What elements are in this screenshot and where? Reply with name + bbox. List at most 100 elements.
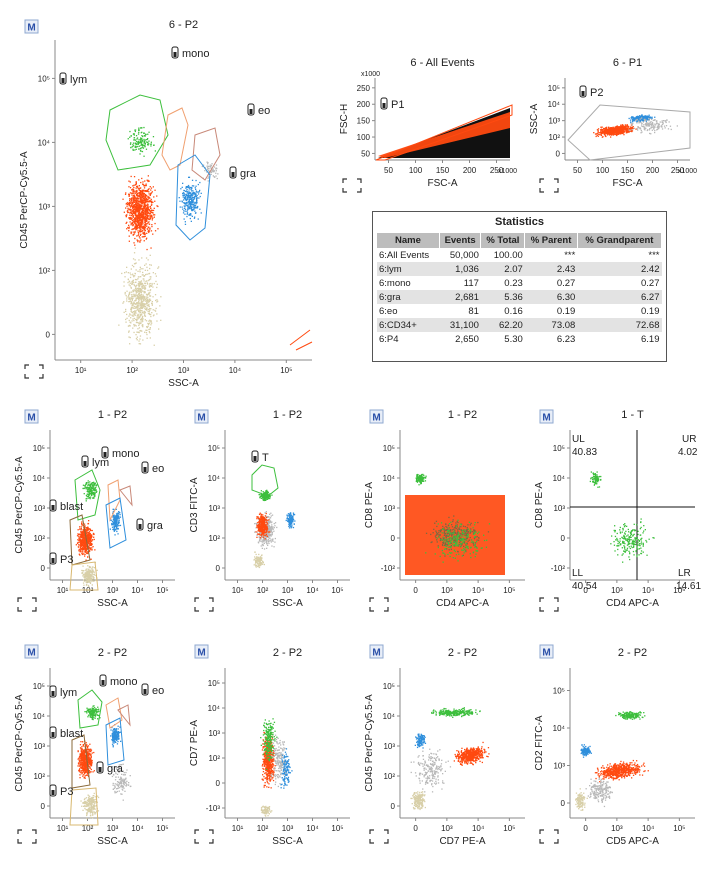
event-dot bbox=[144, 308, 147, 310]
event-dot bbox=[146, 210, 149, 212]
event-dot bbox=[150, 264, 152, 266]
event-dot bbox=[273, 523, 275, 525]
event-dot bbox=[135, 292, 137, 294]
event-dot bbox=[150, 192, 153, 194]
gate-tool-icon bbox=[138, 524, 142, 529]
event-dot bbox=[616, 134, 618, 137]
event-dot bbox=[619, 128, 621, 131]
event-dot bbox=[143, 135, 146, 137]
event-dot bbox=[89, 547, 91, 549]
event-dot bbox=[144, 288, 146, 290]
event-dot bbox=[131, 202, 133, 204]
event-dot bbox=[112, 519, 114, 521]
event-dot bbox=[269, 540, 271, 542]
event-dot bbox=[113, 525, 115, 527]
event-dot bbox=[270, 528, 272, 531]
event-dot bbox=[604, 130, 606, 133]
m-badge-icon bbox=[194, 409, 209, 424]
event-dot bbox=[79, 551, 81, 553]
event-dot bbox=[637, 119, 640, 121]
event-dot bbox=[126, 317, 128, 319]
event-dot bbox=[88, 579, 90, 581]
event-dot bbox=[211, 169, 213, 171]
event-dot bbox=[624, 128, 626, 131]
event-dot bbox=[158, 266, 160, 268]
event-dot bbox=[137, 278, 139, 280]
event-dot bbox=[144, 143, 146, 145]
event-dot bbox=[146, 219, 148, 221]
event-dot bbox=[136, 190, 138, 192]
event-dot bbox=[638, 122, 640, 124]
event-dot bbox=[271, 532, 273, 534]
x-tick-label: 200 bbox=[646, 166, 660, 175]
event-dot bbox=[146, 209, 149, 211]
event-dot bbox=[141, 216, 144, 219]
event-dot bbox=[185, 204, 187, 207]
event-dot bbox=[262, 517, 265, 519]
event-dot bbox=[260, 540, 262, 542]
event-dot bbox=[191, 215, 193, 217]
event-dot bbox=[137, 224, 139, 226]
event-dot bbox=[111, 521, 114, 523]
event-dot bbox=[142, 278, 144, 280]
m-badge-icon: M bbox=[372, 413, 380, 424]
event-dot bbox=[605, 127, 607, 129]
event-dot bbox=[609, 130, 611, 132]
event-dot bbox=[147, 293, 149, 295]
event-dot bbox=[90, 540, 92, 542]
event-dot bbox=[115, 513, 118, 515]
event-dot bbox=[88, 574, 90, 577]
event-dot bbox=[87, 573, 90, 575]
event-dot bbox=[134, 247, 136, 249]
event-dot bbox=[189, 193, 191, 195]
event-dot bbox=[133, 313, 135, 315]
event-dot bbox=[146, 217, 148, 219]
event-dot bbox=[616, 132, 618, 134]
event-dot bbox=[84, 575, 86, 577]
event-cluster bbox=[178, 176, 202, 225]
event-dot bbox=[657, 123, 660, 125]
event-dot bbox=[134, 149, 136, 151]
event-dot bbox=[130, 232, 132, 235]
event-dot bbox=[114, 516, 117, 518]
event-dot bbox=[144, 218, 147, 220]
event-dot bbox=[131, 305, 133, 307]
event-dot bbox=[89, 489, 91, 491]
event-dot bbox=[614, 132, 616, 134]
event-dot bbox=[80, 535, 83, 537]
event-dot bbox=[136, 208, 138, 210]
event-dot bbox=[129, 181, 131, 183]
event-dot bbox=[139, 141, 142, 144]
event-dot bbox=[140, 281, 142, 283]
event-dot bbox=[87, 488, 89, 490]
event-dot bbox=[153, 344, 155, 346]
event-dot bbox=[271, 514, 274, 516]
event-dot bbox=[201, 165, 203, 168]
event-dot bbox=[183, 193, 185, 195]
event-dot bbox=[197, 191, 199, 193]
event-dot bbox=[151, 302, 153, 304]
event-dot bbox=[132, 203, 134, 205]
event-dot bbox=[146, 266, 148, 268]
event-dot bbox=[85, 569, 87, 571]
event-dot bbox=[190, 198, 192, 200]
event-dot bbox=[625, 128, 628, 130]
event-dot bbox=[200, 212, 202, 214]
event-dot bbox=[156, 195, 158, 197]
event-dot bbox=[191, 209, 193, 212]
event-dot bbox=[86, 535, 88, 537]
event-dot bbox=[129, 282, 131, 284]
event-dot bbox=[137, 193, 139, 195]
event-dot bbox=[655, 123, 658, 125]
event-dot bbox=[89, 539, 91, 541]
event-dot bbox=[603, 127, 606, 130]
event-dot bbox=[137, 205, 139, 207]
event-dot bbox=[137, 309, 139, 311]
event-dot bbox=[141, 310, 143, 312]
event-dot bbox=[135, 199, 137, 201]
event-dot bbox=[133, 242, 135, 244]
event-dot bbox=[136, 284, 138, 286]
event-dot bbox=[142, 223, 144, 225]
event-dot bbox=[141, 287, 143, 290]
event-dot bbox=[141, 296, 144, 298]
